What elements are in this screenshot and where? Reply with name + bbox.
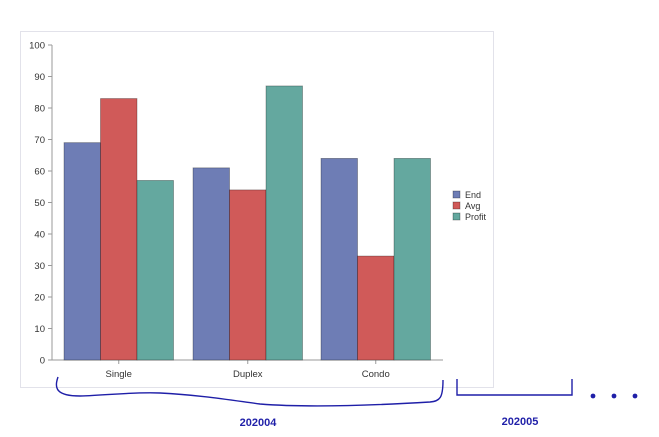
y-tick-label: 60 bbox=[34, 167, 45, 178]
x-axis: Single Duplex Condo bbox=[52, 359, 443, 380]
bar-single-end bbox=[63, 142, 101, 361]
legend-swatch-profit bbox=[452, 212, 461, 221]
bar-condo-avg bbox=[357, 255, 395, 361]
y-tick-label: 100 bbox=[29, 41, 45, 52]
bar-single-profit bbox=[136, 180, 174, 361]
y-axis: 0 10 20 30 40 50 60 70 80 90 100 bbox=[29, 41, 53, 367]
y-tick-label: 30 bbox=[34, 261, 45, 272]
bar-duplex-avg bbox=[229, 189, 267, 361]
bar-condo-end bbox=[320, 157, 358, 361]
bar-duplex-profit bbox=[265, 85, 303, 361]
legend-label-profit: Profit bbox=[465, 212, 487, 222]
y-tick-label: 10 bbox=[34, 324, 45, 335]
y-tick-label: 40 bbox=[34, 230, 45, 241]
y-tick-label: 20 bbox=[34, 293, 45, 304]
annotation-label-202005: 202005 bbox=[502, 416, 539, 428]
y-tick-label: 90 bbox=[34, 72, 45, 83]
annotation-bracket-202005: 202005 bbox=[456, 379, 573, 428]
x-category-label: Condo bbox=[362, 369, 390, 380]
legend-swatch-end bbox=[452, 190, 461, 199]
legend-label-avg: Avg bbox=[465, 201, 480, 211]
y-tick-label: 80 bbox=[34, 104, 45, 115]
bars bbox=[63, 85, 431, 361]
legend-swatch-avg bbox=[452, 201, 461, 210]
x-category-label: Single bbox=[106, 369, 132, 380]
y-tick-label: 70 bbox=[34, 135, 45, 146]
legend-label-end: End bbox=[465, 190, 481, 200]
annotation-label-202004: 202004 bbox=[240, 417, 278, 429]
y-tick-label: 50 bbox=[34, 198, 45, 209]
bar-single-avg bbox=[100, 98, 138, 361]
ellipsis-dots bbox=[590, 393, 638, 399]
x-category-label: Duplex bbox=[233, 369, 263, 380]
bar-duplex-end bbox=[192, 167, 230, 361]
y-tick-label: 0 bbox=[40, 356, 45, 367]
annotation-brace-202004: 202004 bbox=[55, 376, 444, 429]
bar-condo-profit bbox=[393, 157, 431, 361]
